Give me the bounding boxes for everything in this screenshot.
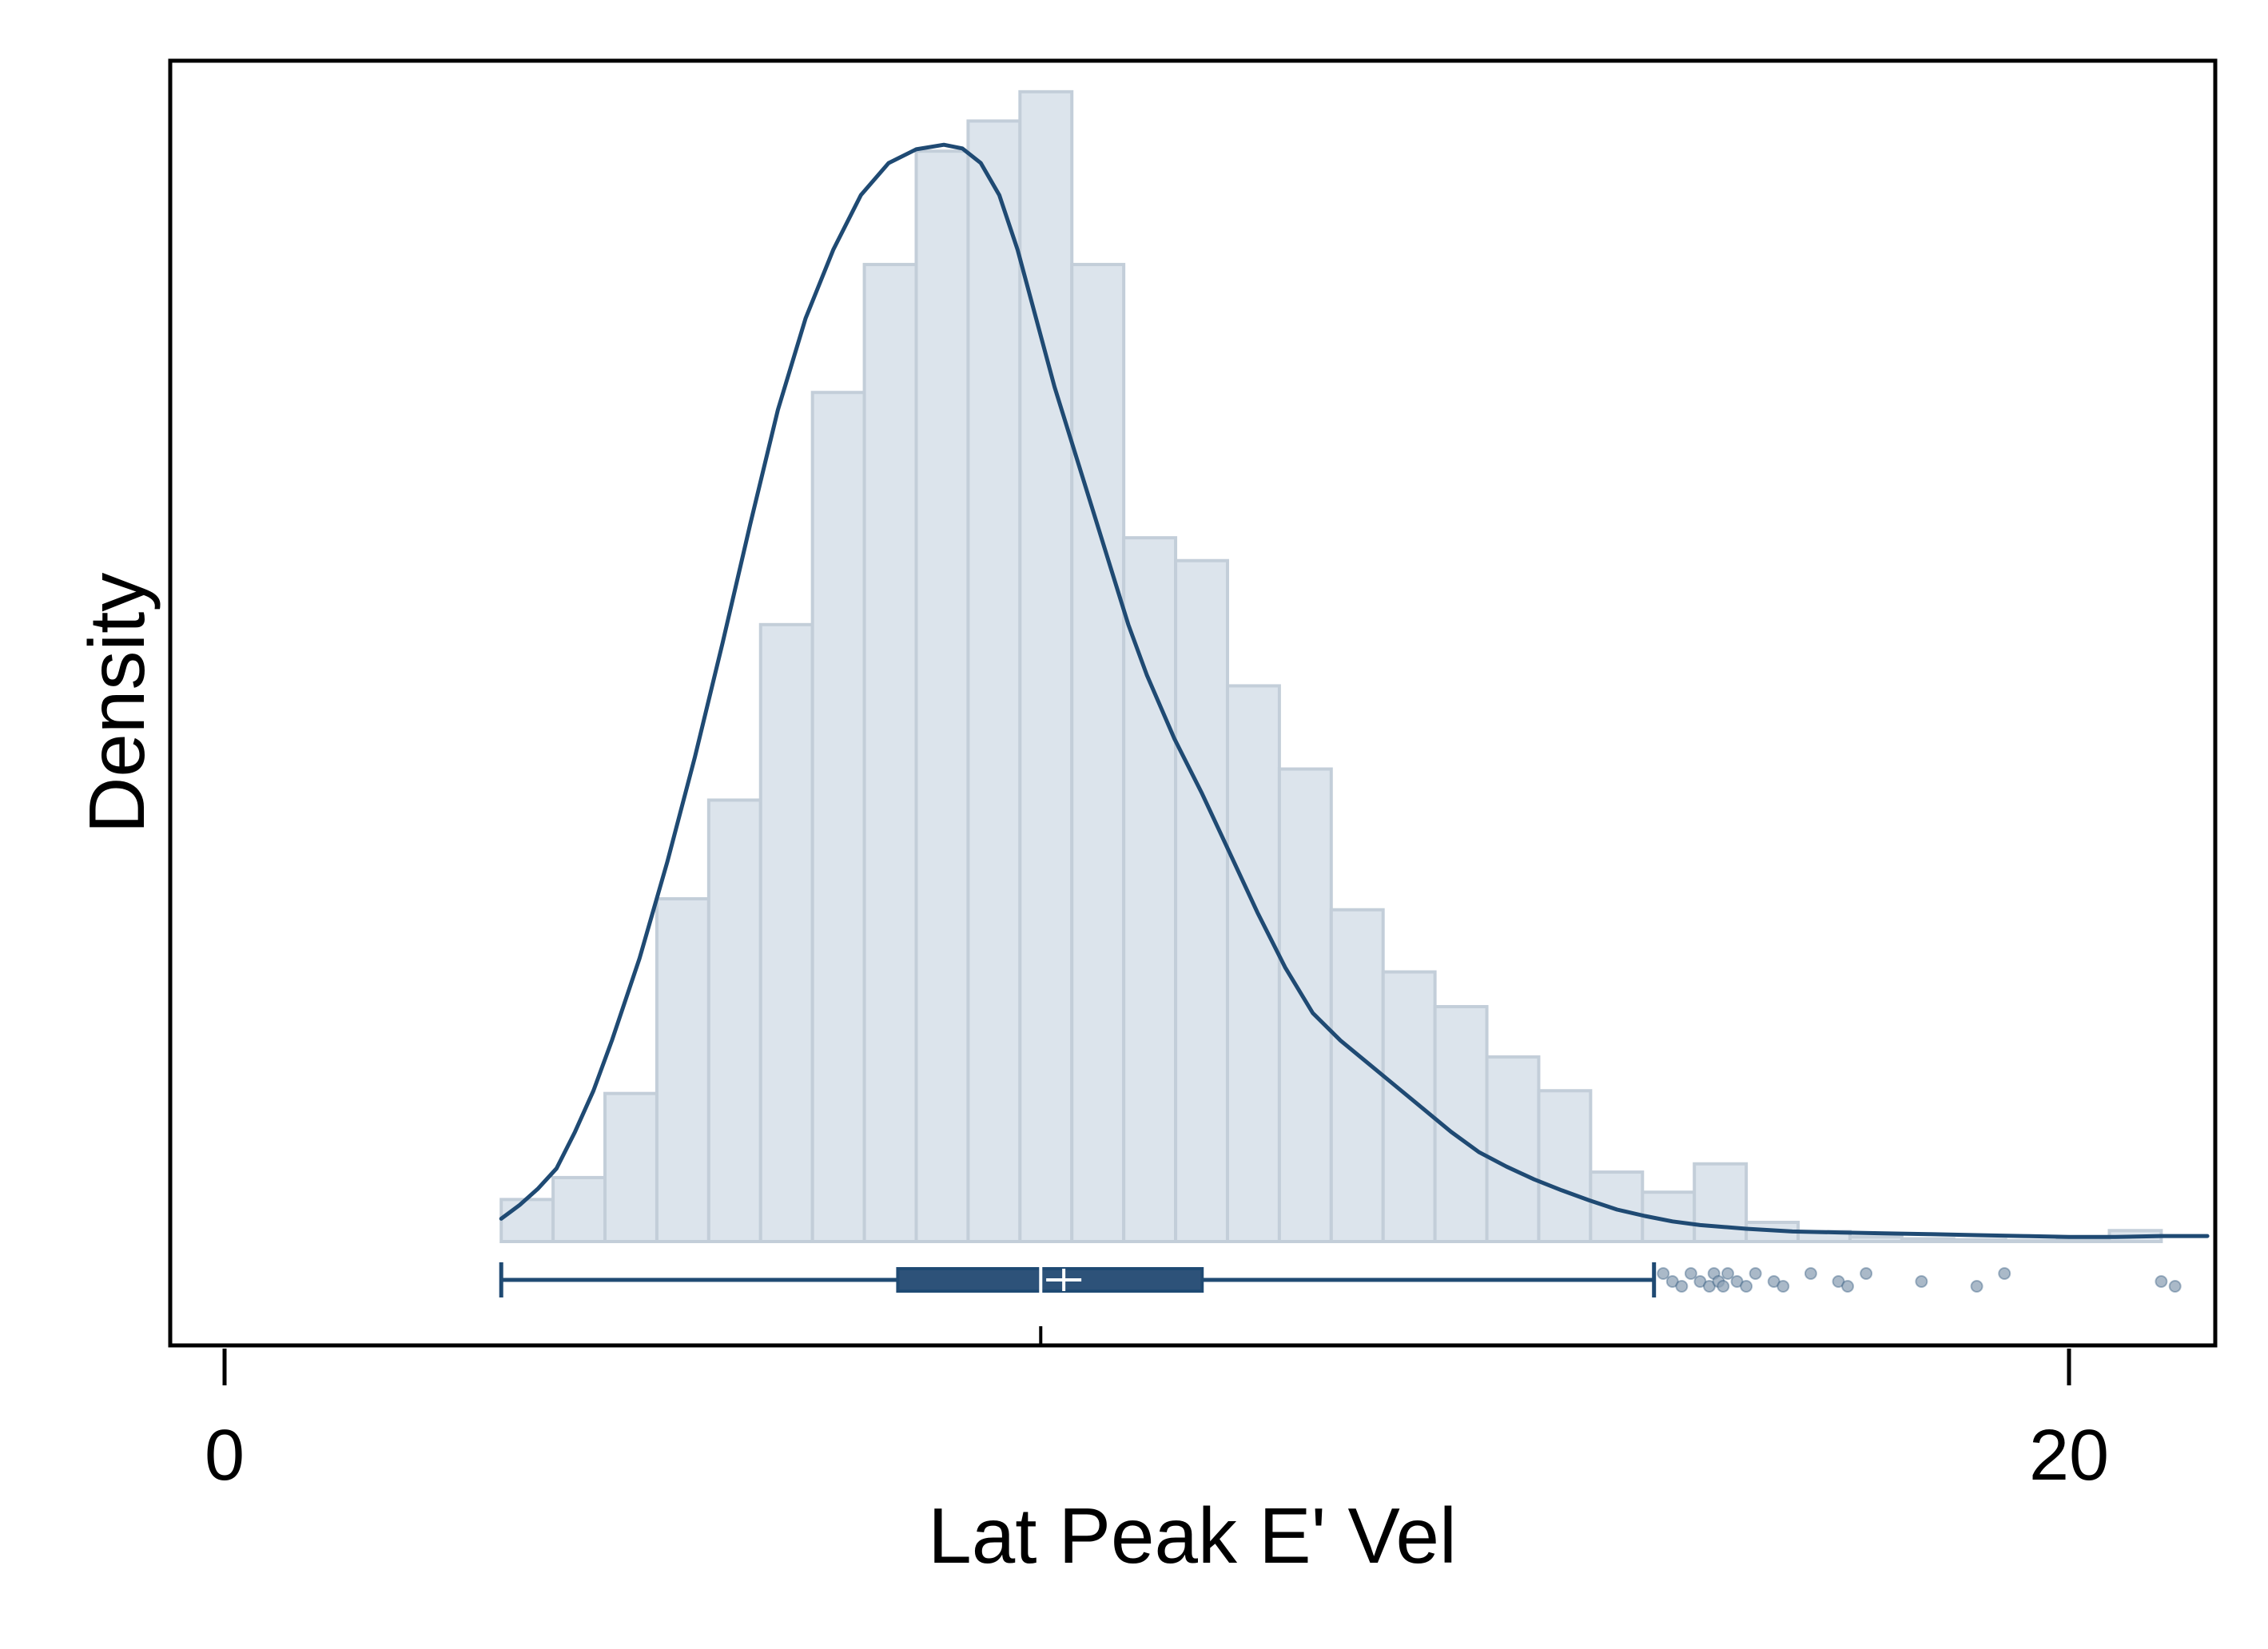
boxplot-outlier [1970, 1280, 1984, 1293]
histogram-bar [1018, 89, 1074, 1243]
histogram-bar [1537, 1089, 1593, 1243]
histogram-bar [1900, 1237, 1956, 1243]
x-tick-label: 20 [2029, 1416, 2109, 1496]
histogram-bar [1381, 970, 1437, 1244]
boxplot-outlier [1730, 1275, 1744, 1288]
histogram-bar [1952, 1238, 2007, 1244]
boxplot-outlier [1998, 1267, 2011, 1280]
histogram-bar [2003, 1238, 2059, 1243]
boxplot-outlier [2168, 1280, 2182, 1293]
boxplot-outlier [1740, 1280, 1753, 1293]
x-tick-label: 0 [205, 1416, 245, 1496]
histogram-bar [1070, 263, 1126, 1244]
boxplot-outlier [1841, 1280, 1855, 1293]
histogram-bar [810, 391, 866, 1243]
histogram-bar [706, 798, 762, 1243]
histogram-bar [1225, 684, 1281, 1243]
boxplot-outlier [1915, 1275, 1928, 1288]
boxplot-outlier [1860, 1267, 1873, 1280]
histogram-bar [1174, 558, 1229, 1243]
boxplot-outlier [1749, 1267, 1762, 1280]
density-curve-group [499, 142, 2210, 1239]
histogram-bar [655, 897, 710, 1243]
histogram-bar [603, 1091, 659, 1243]
boxplot-outlier [1657, 1267, 1670, 1280]
histogram-bars [499, 89, 2163, 1244]
boxplot-outlier [1702, 1280, 1716, 1293]
boxplot-outlier [1684, 1267, 1697, 1280]
boxplot-group [499, 1262, 2182, 1345]
density-curve [499, 142, 2210, 1239]
histogram-bar [1848, 1235, 1904, 1244]
histogram-bar [1589, 1170, 1645, 1244]
boxplot-outlier [1804, 1267, 1817, 1280]
boxplot-box [896, 1267, 1204, 1293]
histogram-bar [862, 263, 918, 1244]
boxplot-outlier [1721, 1267, 1735, 1280]
histogram-bar [1277, 767, 1333, 1243]
boxplot-outlier [1717, 1280, 1730, 1293]
histogram-bar [2055, 1238, 2111, 1244]
histogram-bar [551, 1175, 607, 1244]
boxplot-outlier [1665, 1275, 1679, 1288]
boxplot-outlier [1767, 1275, 1781, 1288]
histogram-bar [758, 622, 814, 1243]
y-axis-label: Density [73, 573, 161, 834]
histogram-bar [914, 149, 970, 1243]
plot-frame [168, 58, 2218, 1348]
histogram-bar [1329, 908, 1385, 1244]
x-axis-ticks: 0 20 [205, 1349, 2109, 1496]
histogram-bar [966, 119, 1022, 1243]
boxplot-outlier [1777, 1280, 1790, 1293]
boxplot-outlier [2155, 1275, 2168, 1288]
boxplot-outlier [1693, 1275, 1707, 1288]
boxplot-outlier [1832, 1275, 1845, 1288]
histogram-bar [1433, 1004, 1489, 1243]
x-axis-label: Lat Peak E' Vel [928, 1492, 1457, 1579]
boxplot-outlier [1675, 1280, 1689, 1293]
histogram-bar [499, 1198, 555, 1243]
histogram-bar [1485, 1055, 1541, 1243]
histogram-bar [1122, 536, 1178, 1243]
